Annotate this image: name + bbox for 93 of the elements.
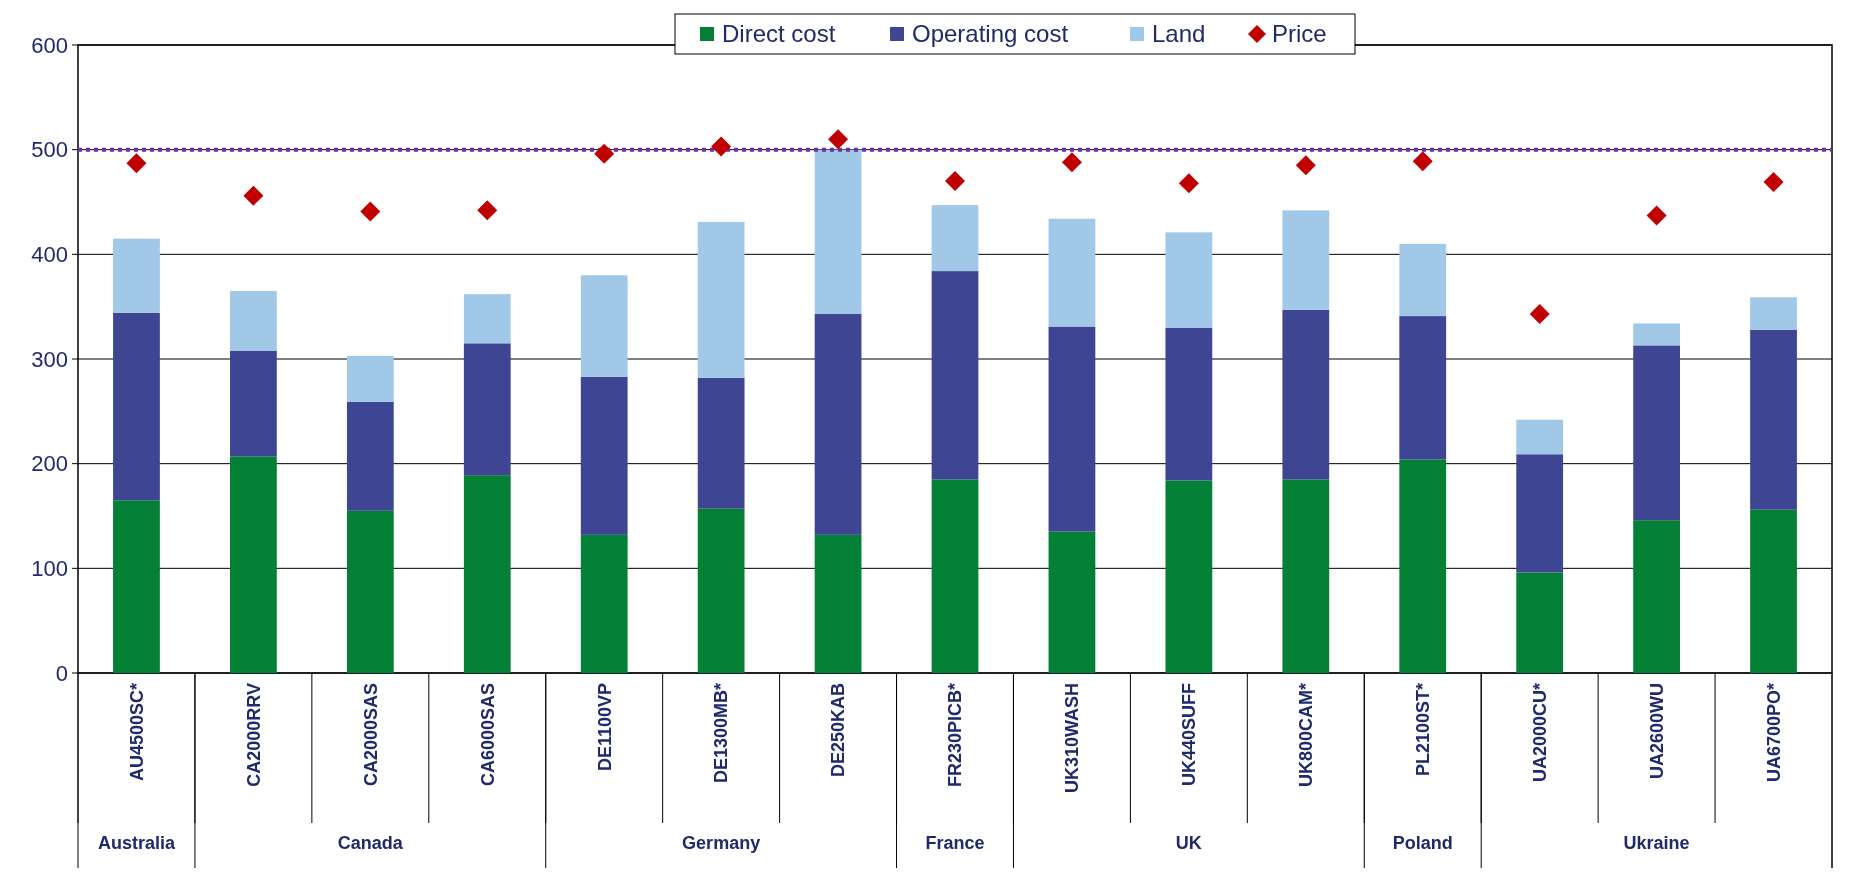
x-tick-label: FR230PICB* <box>945 683 966 788</box>
bar <box>697 221 745 378</box>
x-tick-label: CA2000RRV <box>243 683 264 787</box>
x-tick-label: DE1100VP <box>594 683 615 772</box>
bar <box>1048 218 1096 327</box>
bar <box>463 475 511 673</box>
bar <box>1516 572 1564 673</box>
x-tick-label: UA2600WU <box>1646 683 1667 780</box>
text: Poland <box>1392 833 1453 853</box>
bar <box>1399 316 1447 460</box>
y-tick-label: 300 <box>31 346 68 372</box>
point <box>945 171 965 192</box>
point <box>1061 152 1082 173</box>
legend-label: Land <box>1152 20 1206 48</box>
bar <box>346 401 394 511</box>
x-tick-label: CA6000SAS <box>477 683 498 787</box>
bar <box>230 456 277 673</box>
y-tick-label: 0 <box>55 660 68 686</box>
text: Australia <box>97 833 176 853</box>
x-tick-label: PL2100ST* <box>1413 683 1434 777</box>
y-tick-label: 100 <box>31 556 68 582</box>
bar <box>931 271 979 480</box>
bar <box>1165 327 1213 481</box>
bar <box>1750 329 1797 510</box>
bar <box>1516 419 1564 455</box>
bar <box>814 313 862 535</box>
bar <box>1048 531 1096 673</box>
bar <box>1750 509 1797 673</box>
bar <box>1633 345 1680 521</box>
text: France <box>925 833 985 853</box>
x-tick-label: UK310WASH <box>1062 683 1083 794</box>
bar <box>1282 210 1330 310</box>
x-tick-label: CA2000SAS <box>360 683 381 787</box>
y-tick-label: 600 <box>31 32 68 58</box>
bar <box>814 534 862 673</box>
bar <box>463 343 511 476</box>
y-tick-label: 500 <box>31 137 68 163</box>
x-tick-label: DE250KAB <box>828 683 849 778</box>
text: Ukraine <box>1623 833 1690 853</box>
point <box>1178 173 1199 194</box>
x-tick-label: UK800CAM* <box>1296 683 1317 788</box>
bar <box>230 350 277 457</box>
point <box>126 153 147 174</box>
bar <box>230 290 277 351</box>
point <box>594 143 615 164</box>
x-tick-label: AU4500SC* <box>126 683 147 782</box>
x-tick-label: UA6700PO* <box>1763 683 1784 783</box>
point <box>828 129 849 150</box>
legend-label: Direct cost <box>722 20 836 48</box>
x-tick-label: UA2000CU* <box>1529 683 1550 783</box>
point <box>1529 303 1550 324</box>
bar <box>580 376 628 535</box>
bar <box>1516 454 1564 573</box>
bar <box>931 479 979 673</box>
point <box>1646 205 1667 226</box>
bar <box>1750 297 1797 330</box>
bar <box>346 355 394 402</box>
bar <box>1633 520 1680 673</box>
point <box>243 185 264 206</box>
bar <box>113 312 160 501</box>
x-tick-label: UK440SUFF <box>1179 683 1200 787</box>
point <box>711 136 732 157</box>
bar <box>113 238 160 313</box>
bar <box>580 275 628 377</box>
bar <box>1282 309 1330 480</box>
bar <box>697 508 745 673</box>
x-tick-label: DE1300MB* <box>711 683 732 784</box>
bar <box>580 534 628 673</box>
bar <box>1048 326 1096 532</box>
bar <box>1165 480 1213 673</box>
point <box>1763 172 1784 193</box>
legend-label: Operating cost <box>912 20 1069 48</box>
point <box>360 201 381 222</box>
bar <box>1399 459 1447 673</box>
bar <box>346 510 394 673</box>
bar <box>931 205 979 272</box>
point <box>1412 151 1433 172</box>
y-tick-label: 400 <box>31 242 68 268</box>
bar <box>814 149 862 314</box>
bar <box>113 500 160 673</box>
y-tick-label: 200 <box>31 451 68 477</box>
bar <box>463 294 511 344</box>
bar <box>697 377 745 509</box>
point <box>1295 155 1316 176</box>
text: Germany <box>682 833 761 853</box>
legend-label: Price <box>1272 20 1327 48</box>
bar <box>1282 479 1330 673</box>
bar <box>1399 243 1447 317</box>
text: UK <box>1175 833 1202 853</box>
bar <box>1165 232 1213 328</box>
bar <box>1633 323 1680 346</box>
point <box>477 200 498 221</box>
text: Canada <box>337 833 404 853</box>
